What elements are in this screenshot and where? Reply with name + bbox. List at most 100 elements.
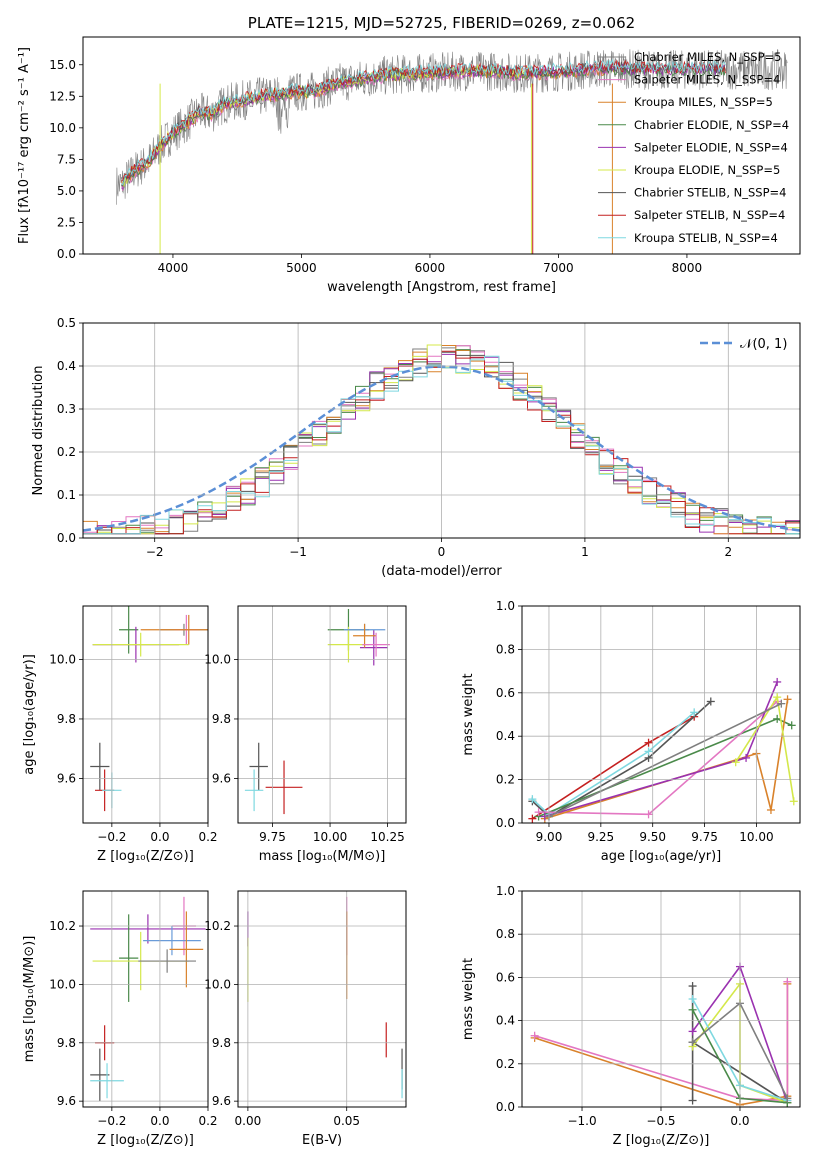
weight-marker-kroupa-stelib [688, 995, 697, 1003]
errorbar-point-kroupa-miles [353, 623, 377, 648]
x-tick-label: 9.00 [536, 830, 563, 844]
y-tick-label: 0.4 [496, 729, 515, 743]
x-axis-label: wavelength [Angstrom, rest frame] [327, 280, 556, 295]
y-tick-label: 0.0 [57, 531, 76, 545]
panel-spectrum: 4000 5000 6000 7000 8000 0.0 2.5 5.0 7.5 10.0 12.5… [17, 14, 801, 295]
weight-marker-chabrier-elodie [773, 714, 782, 723]
errorbar-point-kroupa-miles [169, 911, 204, 988]
plot-area-weight_vs_age [528, 677, 798, 823]
axes-frame [82, 36, 801, 255]
weight-marker-salpeter-stelib [528, 814, 537, 823]
plot-area-age_vs_mass [244, 608, 390, 815]
y-tick-label: 9.8 [57, 712, 76, 726]
errorbar-point-salpeter-elodie [90, 914, 206, 944]
y-tick-label: 0.2 [496, 773, 515, 787]
weight-marker-kroupa-stelib [690, 708, 699, 717]
weight-marker-kroupa-stelib [528, 795, 537, 804]
y-tick-label: 0.6 [496, 686, 515, 700]
y-tick-label: 12.5 [49, 89, 76, 103]
axes-frame [237, 605, 407, 824]
weight-marker-kroupa-stelib [644, 747, 653, 756]
y-axis-label: mass weight [461, 958, 476, 1040]
weight-marker-chabrier-miles [777, 699, 786, 708]
y-tick-label: 9.6 [212, 1094, 231, 1108]
y-tick-label: 0.1 [57, 488, 76, 502]
plot-area-spectrum [116, 49, 788, 254]
x-tick-label: 10.25 [370, 830, 404, 844]
x-tick-label: 0.05 [333, 1114, 360, 1128]
y-axis-label: Flux [fλ10⁻¹⁷ erg cm⁻² s⁻¹ A⁻¹] [17, 47, 32, 244]
legend-entry: Chabrier MILES, N_SSP=5 [634, 50, 781, 64]
y-tick-label: 0.4 [496, 1014, 515, 1028]
y-tick-label: 9.8 [212, 712, 231, 726]
legend-entry: Chabrier STELIB, N_SSP=4 [634, 186, 786, 200]
x-tick-label: −0.5 [646, 1114, 675, 1128]
y-tick-label: 9.8 [57, 1036, 76, 1050]
weight-line-chabrier-miles [548, 702, 782, 818]
panel-mass_vs_ebv: 0.00 0.05 9.6 9.8 10.0 10.2 E(B-V) [204, 890, 407, 1148]
x-tick-label: 7000 [543, 261, 574, 275]
y-tick-label: 0.5 [57, 316, 76, 330]
weight-line-salpeter-elodie [544, 681, 778, 818]
weight-marker-salpeter-miles [534, 808, 543, 817]
y-tick-label: 10.0 [204, 653, 231, 667]
y-axis-label: age [log₁₀(age/yr)] [22, 654, 37, 775]
legend-entry: Chabrier ELODIE, N_SSP=4 [634, 118, 789, 132]
errorbar-point-chabrier-elodie [119, 914, 139, 1002]
y-tick-label: 1.0 [496, 884, 515, 898]
y-tick-label: 0.8 [496, 927, 515, 941]
plot-area-mass_vs_ebv [247, 896, 403, 1099]
x-tick-label: −1 [289, 545, 307, 559]
weight-line-chabrier-stelib [531, 700, 712, 818]
x-tick-label: 2 [724, 545, 732, 559]
errorbar-point-chabrier-elodie [119, 606, 139, 654]
weight-marker-salpeter-elodie [742, 753, 751, 762]
errorbar-point-chabrier-miles [138, 949, 196, 973]
weight-marker-kroupa-elodie [731, 758, 740, 767]
errorbar-point-chabrier-stelib [90, 742, 110, 791]
x-tick-label: 0.0 [730, 1114, 749, 1128]
weight-marker-salpeter-stelib [644, 738, 653, 747]
model-spectrum-chabrier-stelib [121, 60, 726, 187]
legend-entry: Kroupa STELIB, N_SSP=4 [634, 231, 778, 245]
x-tick-label: −0.2 [97, 1114, 126, 1128]
x-tick-label: 0.0 [150, 830, 169, 844]
legend-entry: Salpeter STELIB, N_SSP=4 [634, 208, 785, 222]
weight-line-salpeter-stelib [531, 716, 695, 820]
x-tick-label: 10.00 [313, 830, 347, 844]
panel-weight_vs_age: 9.00 9.25 9.50 9.75 10.00 0.0 0.2 0.4 0.6 0.8 1.0 a… [461, 599, 801, 864]
x-tick-label: 0.2 [198, 830, 217, 844]
weight-marker-kroupa-elodie [789, 797, 798, 806]
panel-weight_vs_Z: −1.0 −0.5 0.0 0.0 0.2 0.4 0.6 0.8 1.0 Z [log₁₀(Z/… [461, 884, 801, 1148]
model-spectrum-kroupa-stelib [121, 58, 726, 186]
axes-frame [237, 890, 407, 1108]
y-tick-label: 15.0 [49, 58, 76, 72]
y-tick-label: 2.5 [57, 215, 76, 229]
weight-marker-salpeter-miles [530, 1031, 539, 1040]
y-tick-label: 0.0 [496, 1100, 515, 1114]
weight-marker-salpeter-miles [783, 977, 792, 986]
legend-entry: 𝒩(0, 1) [740, 337, 787, 352]
weight-marker-chabrier-stelib [688, 982, 697, 991]
errorbar-point-salpeter-stelib [265, 760, 303, 815]
panel-mass_vs_Z: −0.2 0.0 0.2 9.6 9.8 10.0 10.2 Z [log₁₀(Z/Z⊙)] m… [22, 890, 218, 1148]
y-tick-label: 10.2 [204, 919, 231, 933]
x-axis-label: Z [log₁₀(Z/Z⊙)] [97, 1133, 194, 1148]
axes-frame [521, 890, 801, 1108]
legend-entry: Kroupa MILES, N_SSP=5 [634, 95, 773, 109]
x-tick-label: 4000 [158, 261, 189, 275]
y-tick-label: 0.6 [496, 970, 515, 984]
x-tick-label: −2 [146, 545, 164, 559]
x-tick-label: 0 [438, 545, 446, 559]
model-spectrum-chabrier-miles [121, 64, 636, 192]
errorbar-point-salpeter-miles [362, 632, 390, 657]
x-tick-label: 5000 [286, 261, 317, 275]
errorbar-point-chabrier-stelib [90, 1048, 110, 1102]
weight-marker-salpeter-elodie [773, 677, 782, 686]
weight-marker-salpeter-miles [644, 810, 653, 819]
axes-frame [521, 605, 801, 824]
weight-marker-chabrier-stelib [706, 697, 715, 706]
errorbar-point-kroupa-stelib [244, 769, 264, 812]
histogram-salpeter-stelib [83, 350, 800, 535]
x-tick-label: 9.25 [587, 830, 614, 844]
